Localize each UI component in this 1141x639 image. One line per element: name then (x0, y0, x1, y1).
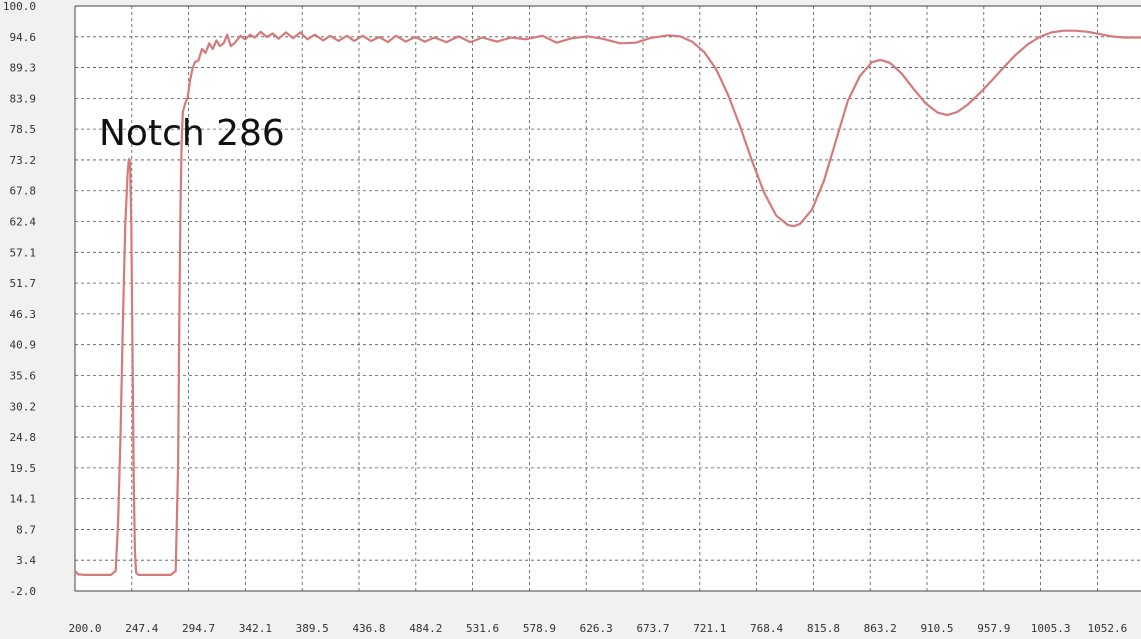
y-tick-label: 8.7 (16, 523, 36, 536)
series-layer (73, 29, 1141, 576)
plot-background (75, 6, 1141, 591)
y-tick-label: 83.9 (10, 92, 37, 105)
x-tick-label: 863.2 (864, 622, 897, 635)
x-tick-label: 578.9 (523, 622, 556, 635)
y-tick-label: 30.2 (10, 400, 37, 413)
x-tick-label: 342.1 (239, 622, 272, 635)
x-tick-label: 531.6 (466, 622, 499, 635)
y-tick-label: 62.4 (10, 216, 37, 229)
x-tick-label: 389.5 (296, 622, 329, 635)
x-axis: 200.0 247.4 294.7 342.1 389.5 436.8 484.2 531.6… (68, 5, 1141, 635)
x-tick-label: 815.8 (807, 622, 840, 635)
x-tick-label: 626.3 (580, 622, 613, 635)
y-tick-label: 100.0 (3, 0, 36, 13)
y-tick-label: 73.2 (10, 154, 37, 167)
x-tick-label: 957.9 (977, 622, 1010, 635)
y-tick-label: 78.5 (10, 123, 37, 136)
y-tick-label: -2.0 (10, 585, 37, 598)
y-tick-label: 24.8 (10, 431, 37, 444)
y-tick-label: 14.1 (10, 493, 37, 506)
y-tick-label: 19.5 (10, 462, 37, 475)
x-tick-label: 910.5 (920, 622, 953, 635)
x-tick-label: 247.4 (125, 622, 158, 635)
y-tick-label: 35.6 (10, 369, 37, 382)
x-tick-label: 721.1 (693, 622, 726, 635)
y-tick-label: 3.4 (16, 554, 36, 567)
notch-annotation: Notch 286 (99, 113, 285, 154)
y-tick-label: 94.6 (10, 31, 37, 44)
x-tick-label: 1005.3 (1031, 622, 1071, 635)
transmission-series-line (73, 29, 1141, 576)
x-tick-label: 484.2 (409, 622, 442, 635)
y-tick-label: 89.3 (10, 62, 37, 75)
x-tick-label: 673.7 (636, 622, 669, 635)
x-tick-label: 200.0 (68, 622, 101, 635)
y-axis: 100.0 94.6 89.3 83.9 78.5 73.2 67.8 62.4 57.1 51.… (3, 0, 76, 598)
x-tick-label: 436.8 (352, 622, 385, 635)
x-tick-label: 294.7 (182, 622, 215, 635)
x-tick-label: 1052.6 (1088, 622, 1128, 635)
y-tick-label: 67.8 (10, 185, 37, 198)
grid (75, 6, 1141, 591)
y-tick-label: 46.3 (10, 308, 37, 321)
y-tick-label: 51.7 (10, 277, 37, 290)
x-tick-label: 768.4 (750, 622, 783, 635)
y-tick-label: 57.1 (10, 246, 37, 259)
y-tick-label: 40.9 (10, 339, 37, 352)
